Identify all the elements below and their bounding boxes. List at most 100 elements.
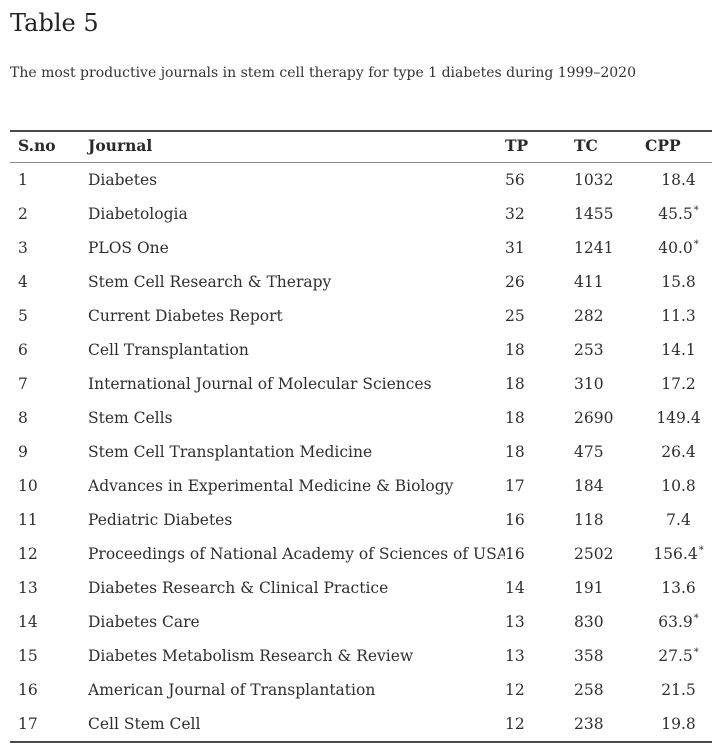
cell-tc: 310: [574, 375, 604, 393]
table-row: 17 Cell Stem Cell 12 238 19.8: [10, 707, 712, 743]
table-row: 6 Cell Transplantation 18 253 14.1: [10, 333, 712, 367]
cell-tc: 2690: [574, 409, 614, 427]
cell-sno: 17: [18, 715, 38, 733]
table-row: 7 International Journal of Molecular Scie…: [10, 367, 712, 401]
cell-tp: 31: [505, 239, 525, 257]
cell-sno: 7: [18, 375, 28, 393]
cell-tc: 253: [574, 341, 604, 359]
cell-journal: International Journal of Molecular Scien…: [88, 375, 432, 393]
cell-cpp: 15.8: [661, 273, 696, 291]
cell-sno: 1: [18, 171, 28, 189]
cell-cpp: 63.9*: [658, 612, 699, 631]
cell-journal: Diabetes Metabolism Research & Review: [88, 647, 414, 665]
cell-journal: Advances in Experimental Medicine & Biol…: [88, 477, 454, 495]
table-row: 13 Diabetes Research & Clinical Practice 1…: [10, 571, 712, 605]
cell-journal: Diabetologia: [88, 205, 188, 223]
table-row: 2 Diabetologia 32 1455 45.5*: [10, 197, 712, 231]
table-title: Table 5: [10, 9, 99, 37]
table-body: 1 Diabetes 56 1032 18.4 2 Diabetologia 32 1455 45…: [10, 163, 712, 743]
cell-cpp: 45.5*: [658, 204, 699, 223]
cell-tc: 1241: [574, 239, 614, 257]
cell-sno: 3: [18, 239, 28, 257]
col-header-journal: Journal: [88, 131, 505, 163]
cell-tc: 411: [574, 273, 604, 291]
cell-cpp: 19.8: [661, 715, 696, 733]
cell-tp: 32: [505, 205, 525, 223]
table-row: 12 Proceedings of National Academy of Sci…: [10, 537, 712, 571]
cell-tc: 475: [574, 443, 604, 461]
cell-journal: PLOS One: [88, 239, 169, 257]
cell-cpp: 18.4: [661, 171, 696, 189]
cell-journal: American Journal of Transplantation: [88, 681, 376, 699]
cell-tc: 184: [574, 477, 604, 495]
table-row: 11 Pediatric Diabetes 16 118 7.4: [10, 503, 712, 537]
col-header-sno: S.no: [10, 131, 88, 163]
significance-asterisk: *: [693, 646, 699, 658]
significance-asterisk: *: [693, 612, 699, 624]
cell-cpp: 40.0*: [658, 238, 699, 257]
col-header-tc: TC: [574, 131, 645, 163]
cell-sno: 15: [18, 647, 38, 665]
cell-tc: 238: [574, 715, 604, 733]
cell-tp: 18: [505, 341, 525, 359]
cell-journal: Current Diabetes Report: [88, 307, 283, 325]
table-row: 1 Diabetes 56 1032 18.4: [10, 163, 712, 198]
journals-table: S.no Journal TP TC CPP 1 Diabetes 56 1032 18…: [10, 130, 712, 743]
col-header-tp: TP: [505, 131, 574, 163]
cell-sno: 10: [18, 477, 38, 495]
cell-tc: 1455: [574, 205, 614, 223]
cell-journal: Cell Transplantation: [88, 341, 249, 359]
cell-tc: 358: [574, 647, 604, 665]
table-row: 16 American Journal of Transplantation 12 2…: [10, 673, 712, 707]
cell-cpp: 156.4*: [653, 544, 704, 563]
cell-sno: 12: [18, 545, 38, 563]
table-row: 9 Stem Cell Transplantation Medicine 18 475…: [10, 435, 712, 469]
cell-sno: 9: [18, 443, 28, 461]
cell-tp: 18: [505, 375, 525, 393]
table-row: 10 Advances in Experimental Medicine & Bi…: [10, 469, 712, 503]
cell-cpp: 10.8: [661, 477, 696, 495]
table-row: 14 Diabetes Care 13 830 63.9*: [10, 605, 712, 639]
cell-tp: 13: [505, 613, 525, 631]
cell-cpp: 26.4: [661, 443, 696, 461]
cell-sno: 11: [18, 511, 38, 529]
cell-tp: 26: [505, 273, 525, 291]
cell-tp: 17: [505, 477, 525, 495]
cell-cpp: 149.4: [656, 409, 701, 427]
cell-tp: 16: [505, 511, 525, 529]
cell-tc: 282: [574, 307, 604, 325]
cell-tc: 258: [574, 681, 604, 699]
cell-tp: 16: [505, 545, 525, 563]
significance-asterisk: *: [698, 544, 704, 556]
cell-tc: 191: [574, 579, 604, 597]
cell-tc: 118: [574, 511, 604, 529]
cell-journal: Proceedings of National Academy of Scien…: [88, 545, 505, 563]
cell-cpp: 7.4: [666, 511, 691, 529]
cell-sno: 13: [18, 579, 38, 597]
cell-sno: 2: [18, 205, 28, 223]
cell-journal: Stem Cell Research & Therapy: [88, 273, 332, 291]
cell-sno: 16: [18, 681, 38, 699]
cell-tp: 12: [505, 715, 525, 733]
cell-tp: 18: [505, 443, 525, 461]
cell-tc: 1032: [574, 171, 614, 189]
cell-cpp: 17.2: [661, 375, 696, 393]
cell-cpp: 21.5: [661, 681, 696, 699]
cell-sno: 14: [18, 613, 38, 631]
cell-tp: 18: [505, 409, 525, 427]
cell-tp: 25: [505, 307, 525, 325]
significance-asterisk: *: [693, 204, 699, 216]
cell-tc: 830: [574, 613, 604, 631]
cell-tc: 2502: [574, 545, 614, 563]
cell-sno: 8: [18, 409, 28, 427]
table-row: 3 PLOS One 31 1241 40.0*: [10, 231, 712, 265]
table-row: 8 Stem Cells 18 2690 149.4: [10, 401, 712, 435]
cell-journal: Stem Cell Transplantation Medicine: [88, 443, 373, 461]
cell-sno: 4: [18, 273, 28, 291]
cell-journal: Stem Cells: [88, 409, 173, 427]
cell-tp: 56: [505, 171, 525, 189]
cell-cpp: 11.3: [661, 307, 696, 325]
cell-cpp: 14.1: [661, 341, 696, 359]
table-row: 15 Diabetes Metabolism Research & Review 1…: [10, 639, 712, 673]
